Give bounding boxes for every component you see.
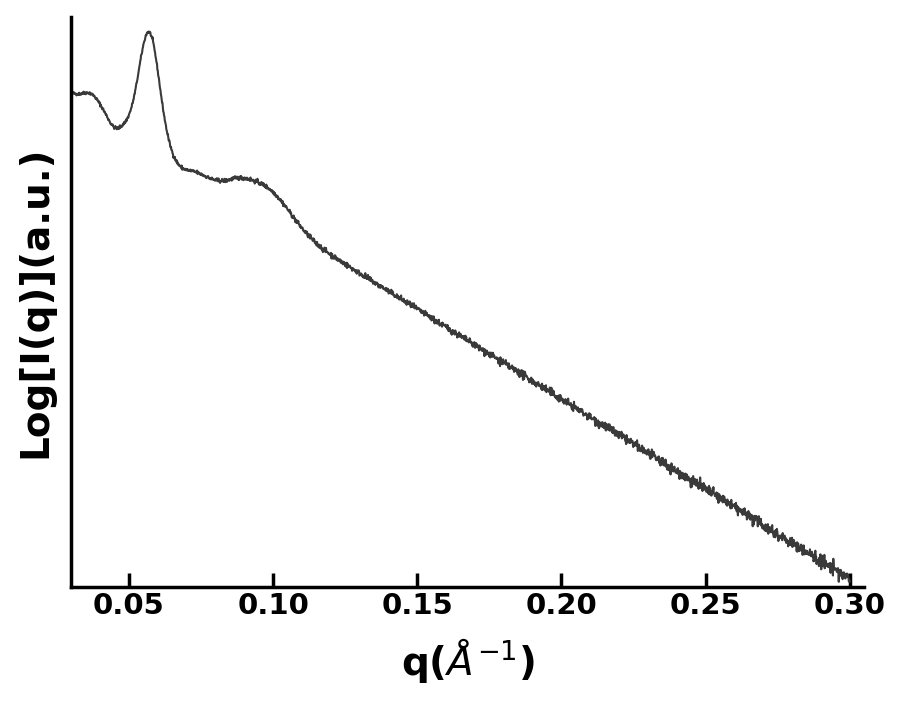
Y-axis label: Log[I(q)](a.u.): Log[I(q)](a.u.) (16, 145, 54, 458)
X-axis label: q($\AA^{-1}$): q($\AA^{-1}$) (400, 636, 534, 685)
